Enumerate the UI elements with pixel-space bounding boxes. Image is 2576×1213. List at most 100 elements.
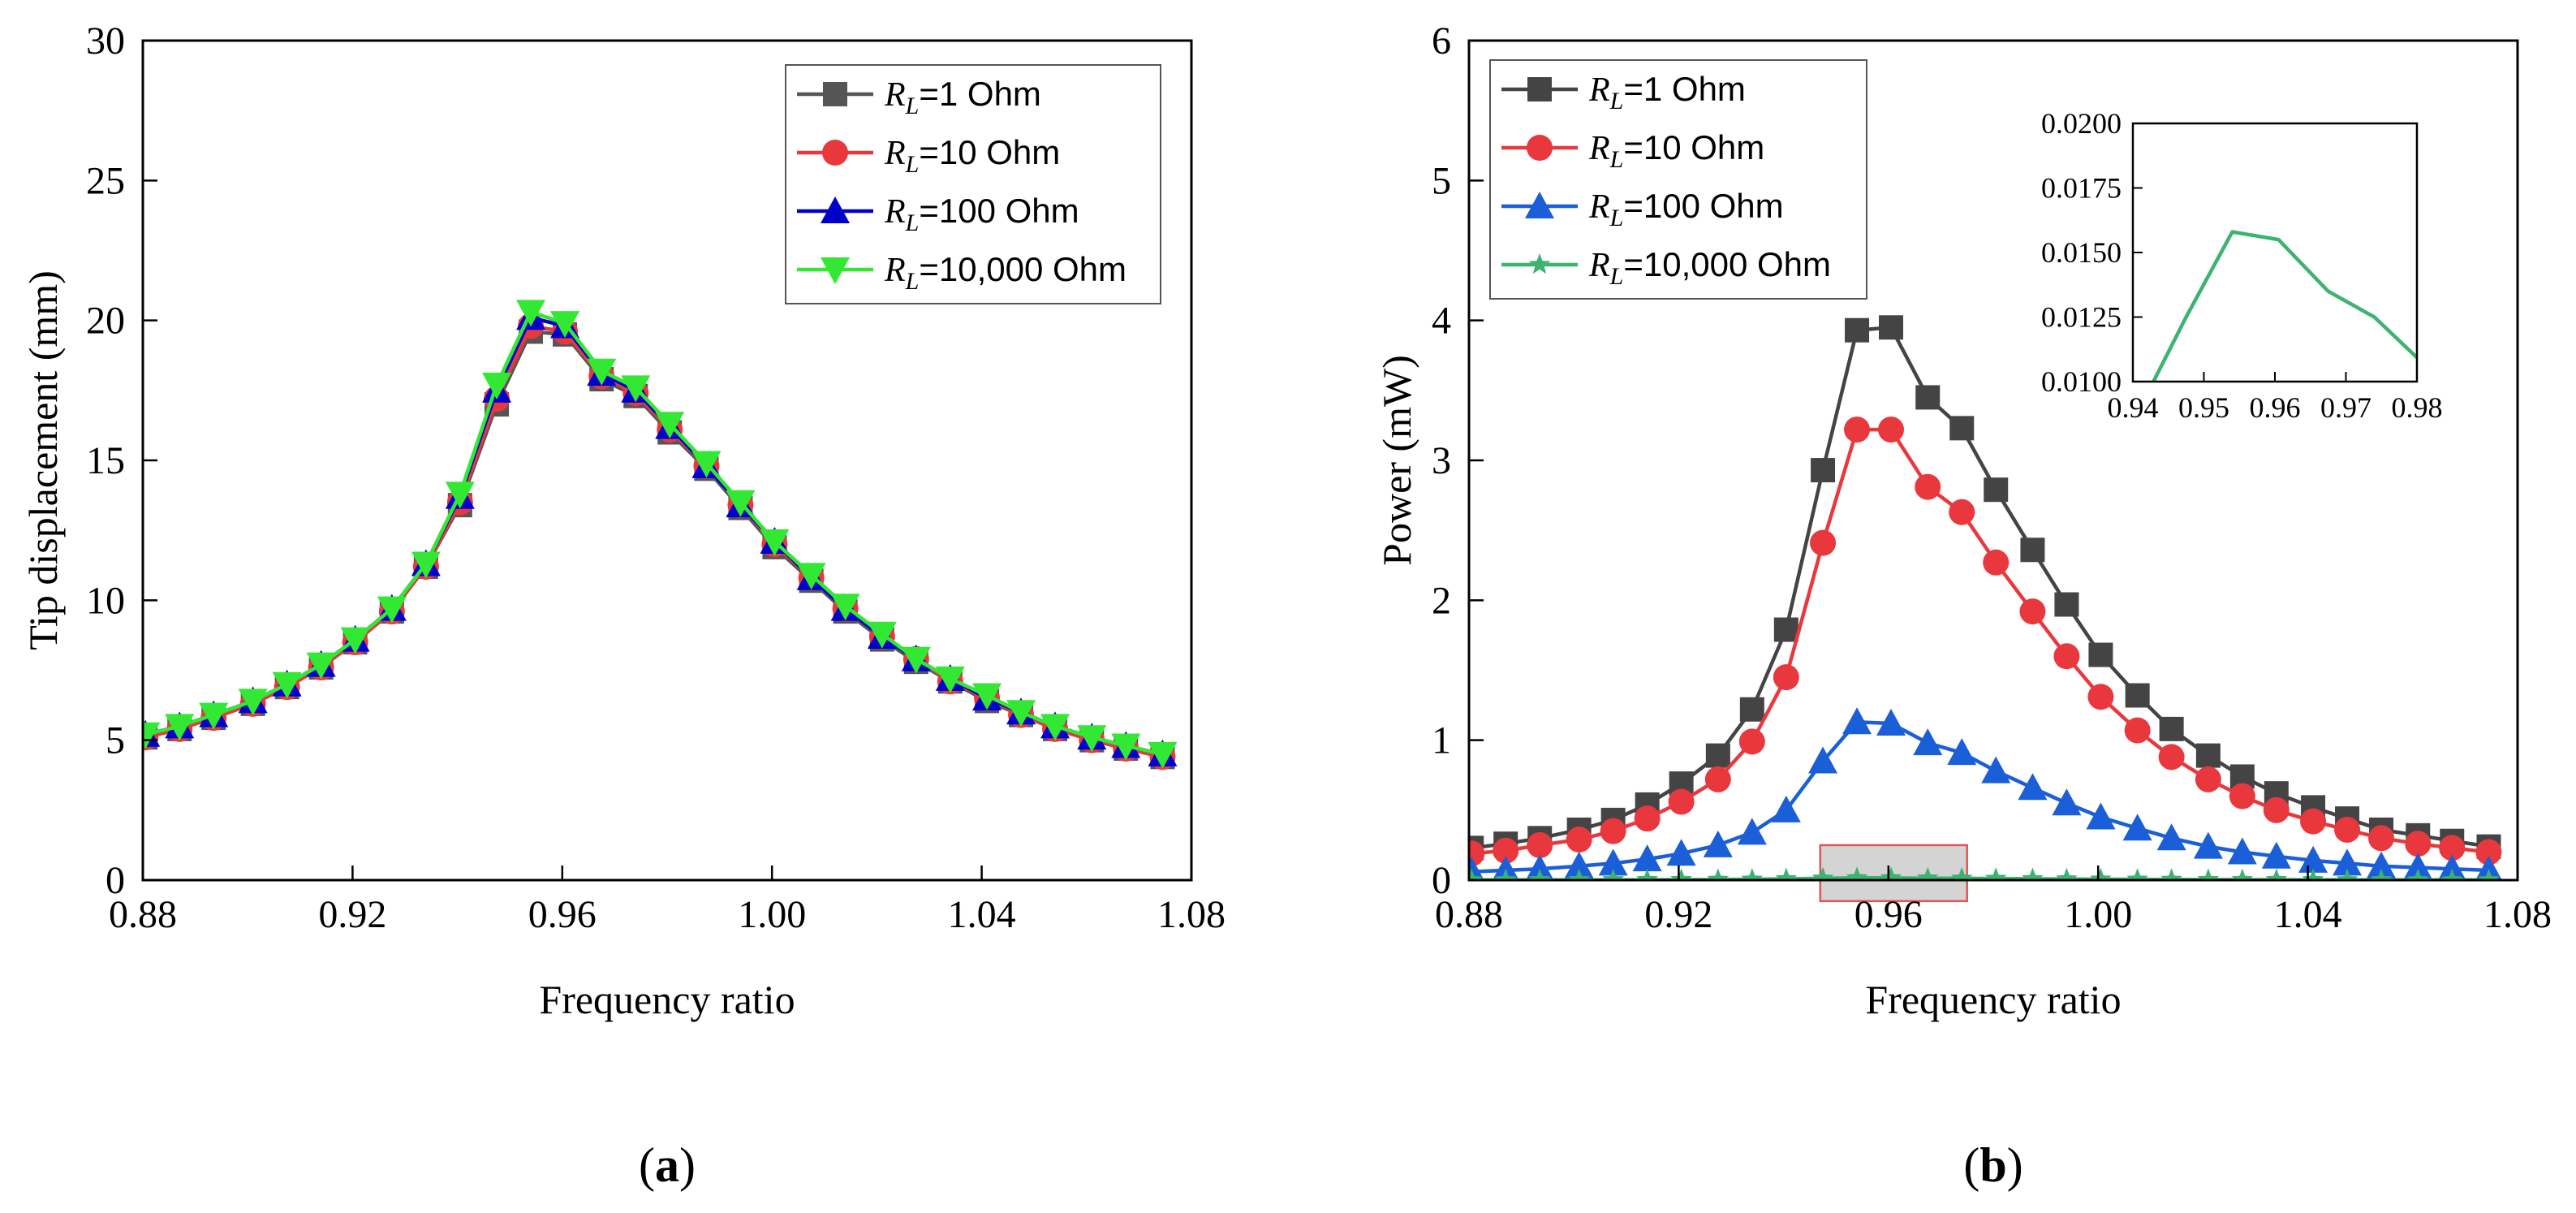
panel-b-legend-swatch-marker <box>1527 135 1553 161</box>
panel-b-series-3-point <box>2156 823 2186 851</box>
panel-b-series-2-point <box>1668 788 1695 815</box>
panel-b-inset-chart: 0.94 0.95 0.96 0.97 0.98 0.0100 0.0125 0.0150 0.… <box>2041 107 2443 424</box>
panel-a-legend-entry: RL=10 Ohm <box>884 133 1060 178</box>
panel-b-x-axis-title: Frequency ratio <box>1865 977 2121 1022</box>
panel-a-x-tick-label: 0.92 <box>318 893 386 936</box>
panel-a-x-axis-title: Frequency ratio <box>539 977 795 1022</box>
panel-b-series-4-point <box>1568 868 1590 880</box>
panel-b-series-3-point <box>1771 795 1801 822</box>
panel-a-series-4-point <box>901 646 931 674</box>
panel-a-series-4-point <box>621 375 651 403</box>
panel-a-y-tick-label: 20 <box>86 300 125 343</box>
panel-b-series-1-point <box>2159 716 2184 741</box>
panel-b-series-2-point <box>1738 728 1765 755</box>
panel-b-series-3-point <box>1947 738 1977 766</box>
panel-b-series-3-point <box>1564 851 1594 878</box>
panel-b-series-4-point <box>1469 868 1483 880</box>
panel-b-series-2-point <box>2263 796 2290 823</box>
panel-b-series-4-point <box>2478 868 2500 880</box>
panel-b-legend-swatch-marker <box>1527 77 1552 101</box>
panel-b-series-3-point <box>1598 848 1628 876</box>
panel-b-legend-entry: RL=10 Ohm <box>1588 128 1764 173</box>
panel-b-series-1-point <box>1984 477 2009 503</box>
panel-b-series-4-point <box>2231 868 2254 880</box>
panel-a-series-4-point <box>830 594 860 621</box>
panel-b-series-3-point <box>1981 756 2011 783</box>
panel-a-series-4-point <box>867 621 897 649</box>
panel-b-series-4-point <box>1602 868 1624 880</box>
panel-b-x-tick-label: 0.88 <box>1435 893 1503 936</box>
panel-a-series-4-point <box>587 358 617 386</box>
panel-b-series-2-point <box>1600 818 1626 844</box>
panel-b-series-3-point <box>2333 848 2363 876</box>
inset-y-tick-label: 0.0100 <box>2041 365 2122 398</box>
panel-b-y-tick-label: 6 <box>1432 19 1451 63</box>
panel-a-series-4-point <box>726 490 756 517</box>
panel-a-legend-swatch-marker <box>821 196 850 223</box>
panel-b-series-1-point <box>1811 458 1836 483</box>
panel-b-series-2-point <box>1527 831 1553 858</box>
panel-b-series-3-point <box>2403 853 2433 880</box>
panel-a-series-4-point <box>796 563 826 590</box>
panel-b-series-3-point <box>1492 855 1519 880</box>
panel-b-series-4-point <box>2370 868 2393 880</box>
inset-x-tick-label: 0.96 <box>2250 391 2301 424</box>
panel-b-series-1-point <box>2020 537 2045 563</box>
panel-b-series-2-point <box>2475 839 2502 866</box>
panel-a-chart: 0.88 0.92 0.96 1.00 1.04 1.08 0 5 10 15 20 25 30 Fre… <box>20 19 1226 1192</box>
inset-series-line <box>2151 230 2417 382</box>
panel-a-series-4-point <box>1148 741 1178 769</box>
panel-b-highlight-region <box>1819 844 1968 903</box>
panel-b-series-3-point <box>2261 841 2291 869</box>
panel-b-series-4-point <box>1741 868 1764 880</box>
panel-b-legend: RL=1 Ohm RL=10 Ohm RL=100 Ohm RL=10,000 Ohm <box>1489 59 1867 300</box>
panel-b-y-tick-label: 2 <box>1432 579 1451 622</box>
panel-b-legend-swatch-marker <box>1525 192 1554 218</box>
panel-a-series-4-point <box>1006 700 1036 727</box>
panel-b-series-2-point <box>2334 816 2361 843</box>
panel-b-series-4-point <box>2336 868 2358 880</box>
panel-a-y-axis-title: Tip displacement (mm) <box>20 270 66 650</box>
panel-b-series-2-point <box>2158 744 2185 771</box>
panel-b-series-4-point <box>1528 868 1551 880</box>
panel-b-legend-swatch-marker <box>1528 253 1551 274</box>
panel-b-series-2-line <box>1471 427 2489 856</box>
panel-b-series-2-point <box>2300 808 2327 835</box>
inset-series-group <box>2151 230 2417 382</box>
panel-b-series-3-point <box>2437 854 2466 880</box>
panel-b-y-tick-label: 3 <box>1432 439 1451 482</box>
panel-b-series-4-point <box>2406 868 2429 880</box>
panel-b-series-4-point <box>2090 867 2112 880</box>
panel-b-series-3-point <box>1808 746 1838 774</box>
inset-x-tick-label: 0.97 <box>2320 391 2371 424</box>
panel-a-series-4-point <box>655 412 685 439</box>
panel-b-series-2-point <box>1949 499 1975 525</box>
inset-y-tick-label: 0.0200 <box>2041 107 2122 140</box>
panel-a-y-tick-label: 0 <box>106 859 125 902</box>
panel-a-legend-entry: RL=100 Ohm <box>884 192 1079 236</box>
panel-b-series-4-point <box>1846 866 1868 880</box>
panel-b-series-4-point <box>1916 866 1939 880</box>
panel-b-series-3-point <box>2018 773 2048 801</box>
panel-b-highlight-region-group <box>1819 844 1968 903</box>
panel-b-series-2-point <box>2439 835 2466 861</box>
panel-a-label: (a) <box>639 1138 696 1192</box>
panel-b-legend-entry: RL=1 Ohm <box>1588 70 1746 114</box>
panel-a-series-4-point <box>1111 733 1141 761</box>
panel-a-series-4-point <box>272 671 302 699</box>
panel-b-series-3-point <box>1737 818 1767 845</box>
panel-b-x-tick-label: 1.00 <box>2064 893 2132 936</box>
panel-b-series-2-point <box>2124 717 2151 744</box>
panel-a-x-tick-label: 1.04 <box>948 893 1016 936</box>
panel-b-series-1-point <box>1845 317 1870 343</box>
panel-a-axes: 0.88 0.92 0.96 1.00 1.04 1.08 0 5 10 15 20 25 30 <box>86 19 1226 936</box>
panel-b-series-4-point <box>1775 867 1798 880</box>
panel-b-x-tick-label: 0.92 <box>1644 893 1712 936</box>
panel-b-series-4-point <box>1636 868 1658 880</box>
panel-a-series-4-point <box>377 596 407 624</box>
panel-a-series-4-point <box>1040 714 1070 741</box>
panel-a-series-group <box>143 300 1178 771</box>
panel-b-series-3-point <box>1525 854 1554 880</box>
panel-b-series-4-point <box>1707 868 1730 880</box>
panel-b-series-2-point <box>1983 549 2010 576</box>
